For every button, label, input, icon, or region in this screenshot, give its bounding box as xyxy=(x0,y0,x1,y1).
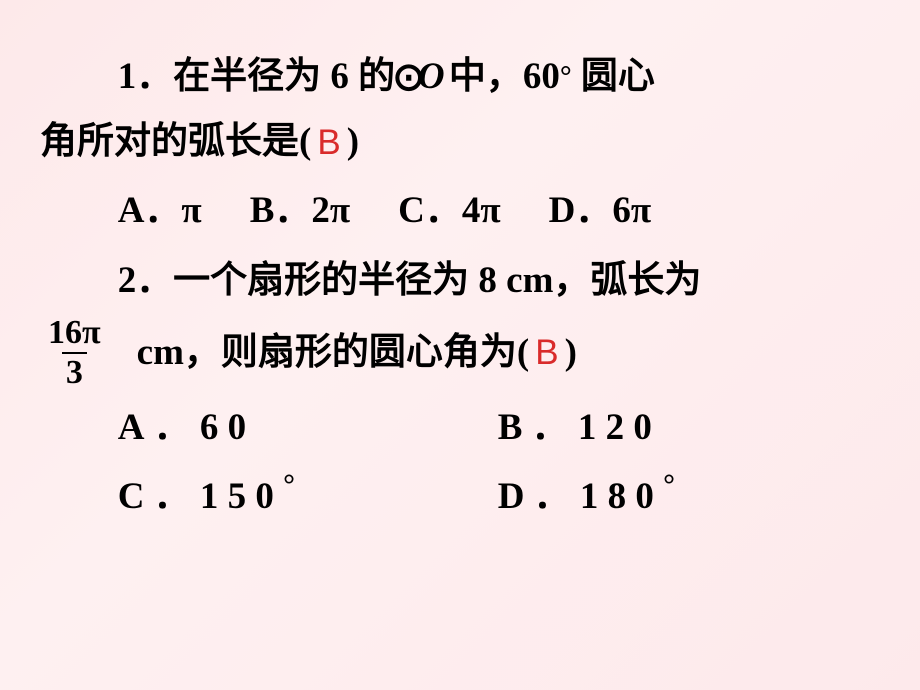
fraction-16pi-3: 16π 3 xyxy=(44,316,105,390)
q2-text-1: 2．一个扇形的半径为 8 cm，弧长为 xyxy=(118,249,702,314)
q2-text-2b: ) xyxy=(565,321,577,386)
q1-line1: 1．在半径为 6 的 O 中，60° 圆心 xyxy=(40,45,900,110)
q1-opt-C: C．4π xyxy=(398,179,501,244)
circle-letter: O xyxy=(414,45,449,110)
circle-o-symbol: O xyxy=(395,45,449,110)
fraction-numerator: 16π xyxy=(44,316,105,352)
q1-text-1b: 中，60 xyxy=(449,45,560,110)
q2-options: A．60 B．120 C．150° D．180° xyxy=(40,390,900,530)
q1-text-1a: 1．在半径为 6 的 xyxy=(118,45,396,110)
q1-answer: B xyxy=(311,112,346,173)
q1-text-2a: 角所对的弧长是( xyxy=(40,110,311,175)
q2-opt-D: D．180° xyxy=(498,465,900,530)
q1-opt-A: A．π xyxy=(118,179,202,244)
q1-line2: 角所对的弧长是( B ) xyxy=(40,110,900,175)
q2-text-2a: cm，则扇形的圆心角为( xyxy=(137,321,530,386)
q2-opt-C: C．150° xyxy=(118,465,498,530)
q2-opt-B: B．120 xyxy=(498,396,900,461)
q1-options: A．π B．2π C．4π D．6π xyxy=(40,175,900,250)
q1-text-1c: 圆心 xyxy=(581,45,655,110)
q2-line2: 16π 3 cm，则扇形的圆心角为( B ) xyxy=(40,314,900,390)
q2-answer: B xyxy=(529,322,564,383)
q1-opt-B: B．2π xyxy=(250,179,350,244)
q2-opt-A: A．60 xyxy=(118,396,498,461)
q1-text-2b: ) xyxy=(347,110,359,175)
q1-opt-D: D．6π xyxy=(549,179,652,244)
fraction-denominator: 3 xyxy=(62,352,87,390)
document-body: 1．在半径为 6 的 O 中，60° 圆心 角所对的弧长是( B ) A．π B… xyxy=(40,45,900,530)
q2-line1: 2．一个扇形的半径为 8 cm，弧长为 xyxy=(40,249,900,314)
